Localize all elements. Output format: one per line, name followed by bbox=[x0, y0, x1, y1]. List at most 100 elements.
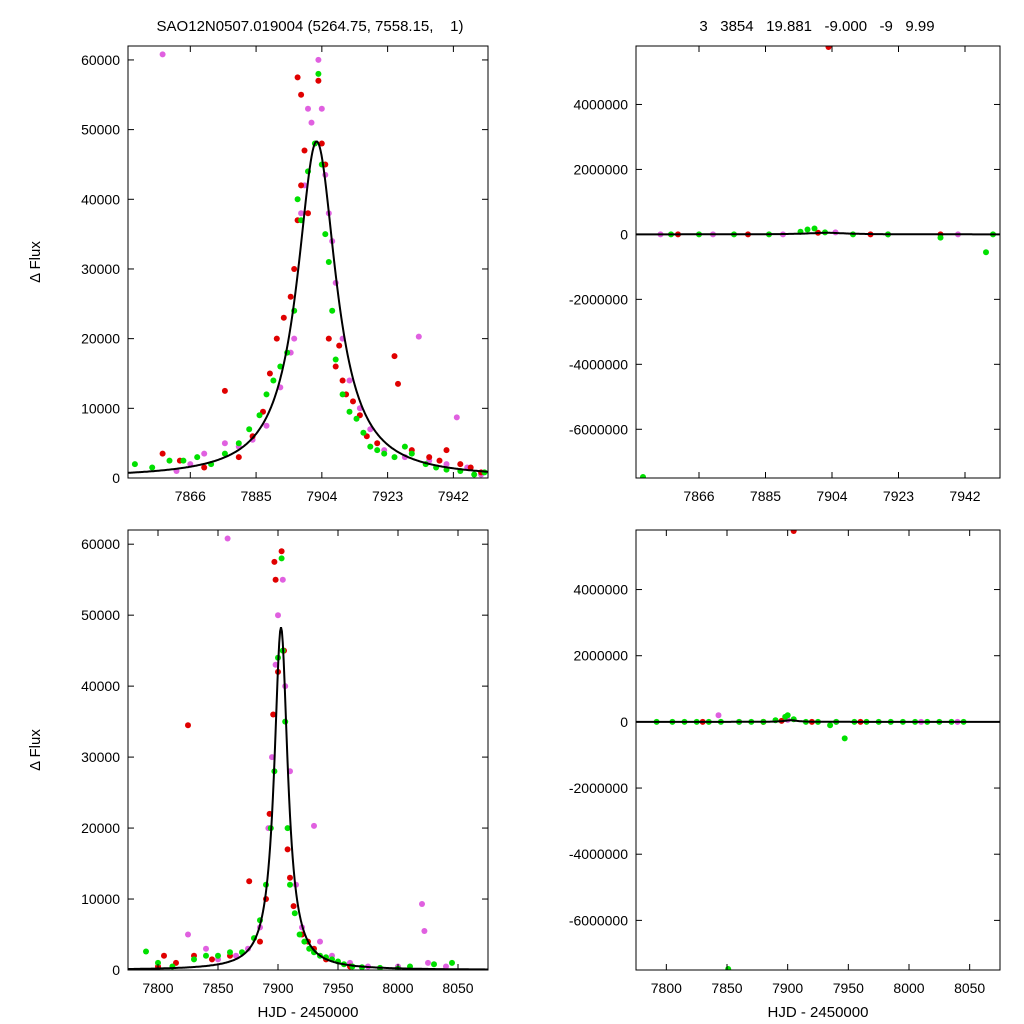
y-tick-label: -4000000 bbox=[569, 846, 628, 862]
point-green bbox=[131, 461, 138, 468]
point-red bbox=[273, 335, 280, 342]
point-red bbox=[294, 74, 301, 81]
point-red bbox=[266, 370, 273, 377]
point-red bbox=[315, 77, 322, 84]
point-red bbox=[325, 335, 332, 342]
y-tick-label: 0 bbox=[112, 470, 120, 486]
y-tick-label: 10000 bbox=[81, 891, 120, 907]
point-green bbox=[235, 440, 242, 447]
x-axis-label: HJD - 2450000 bbox=[258, 1004, 359, 1021]
point-green bbox=[322, 231, 329, 238]
point-red bbox=[287, 874, 293, 881]
y-tick-label: -4000000 bbox=[569, 356, 628, 372]
point-green bbox=[215, 952, 221, 959]
point-red bbox=[284, 846, 291, 853]
panel-top-left: 7866 7885 7904 7923 7942 0 10000 20000 30000 4000… bbox=[27, 45, 489, 504]
point-red bbox=[374, 440, 381, 447]
y-tick-label: 20000 bbox=[81, 331, 120, 347]
x-tick-label: 7942 bbox=[438, 488, 469, 504]
point-green bbox=[155, 959, 161, 966]
point-green bbox=[315, 70, 322, 77]
point-violet bbox=[203, 945, 209, 952]
x-tick-label: 7950 bbox=[833, 980, 864, 996]
point-green bbox=[256, 412, 263, 419]
point-red bbox=[278, 548, 285, 555]
point-green bbox=[471, 471, 478, 478]
point-red bbox=[201, 464, 208, 471]
point-green bbox=[296, 931, 303, 938]
y-tick-label: -6000000 bbox=[569, 421, 628, 437]
point-green bbox=[360, 429, 367, 436]
point-green bbox=[149, 464, 156, 471]
point-green bbox=[194, 454, 201, 461]
point-red bbox=[395, 380, 401, 387]
x-axis-label: HJD - 2450000 bbox=[768, 1004, 869, 1021]
x-tick-label: 7900 bbox=[772, 980, 803, 996]
panel-top-right: 7866 7885 7904 7923 7942 -6000000 -4000000 -200… bbox=[569, 45, 1001, 504]
point-violet bbox=[159, 51, 166, 58]
point-green bbox=[353, 415, 360, 422]
x-tick-label: 7904 bbox=[306, 488, 337, 504]
x-tick-label: 7866 bbox=[683, 488, 714, 504]
point-green bbox=[367, 443, 374, 450]
point-green bbox=[325, 259, 332, 265]
point-green bbox=[294, 196, 301, 203]
point-green bbox=[827, 722, 834, 729]
point-red bbox=[443, 447, 450, 454]
point-red bbox=[301, 147, 308, 154]
right-title: 3 3854 19.881 -9.000 -9 9.99 bbox=[699, 18, 934, 35]
point-violet bbox=[269, 754, 275, 761]
point-green bbox=[270, 377, 277, 384]
point-green bbox=[391, 454, 398, 461]
point-red bbox=[339, 377, 346, 384]
point-green bbox=[983, 249, 989, 256]
x-tick-label: 7900 bbox=[262, 980, 293, 996]
plot-frame bbox=[127, 45, 489, 479]
point-violet bbox=[279, 576, 286, 583]
point-red bbox=[391, 353, 398, 360]
x-tick-label: 7800 bbox=[142, 980, 173, 996]
point-red bbox=[457, 461, 464, 468]
x-tick-label: 7885 bbox=[750, 488, 781, 504]
points-top-left bbox=[131, 51, 488, 478]
point-green bbox=[784, 712, 791, 719]
point-violet bbox=[346, 377, 353, 384]
x-tick-label: 8000 bbox=[382, 980, 413, 996]
point-green bbox=[166, 457, 173, 464]
y-tick-label: 60000 bbox=[81, 536, 120, 552]
point-violet bbox=[443, 963, 449, 970]
points-top-right bbox=[640, 46, 996, 478]
y-tick-label: 0 bbox=[620, 714, 628, 730]
point-green bbox=[191, 956, 197, 963]
x-tick-label: 7885 bbox=[240, 488, 271, 504]
point-green bbox=[937, 234, 944, 241]
point-red bbox=[161, 952, 167, 959]
panel-bottom-right: 7800 7850 7900 7950 8000 8050 -6000000 -4000000… bbox=[569, 529, 1001, 1021]
y-tick-label: 50000 bbox=[81, 122, 120, 138]
point-red bbox=[246, 878, 253, 885]
point-green bbox=[408, 450, 415, 457]
y-tick-label: -2000000 bbox=[569, 291, 628, 307]
y-tick-label: -2000000 bbox=[569, 780, 628, 796]
model-curve bbox=[636, 231, 1000, 236]
x-tick-label: 7850 bbox=[202, 980, 233, 996]
point-violet bbox=[201, 450, 208, 457]
point-violet bbox=[453, 414, 460, 421]
point-red bbox=[350, 398, 356, 405]
y-tick-label: 40000 bbox=[81, 678, 120, 694]
point-red bbox=[257, 938, 263, 945]
point-violet bbox=[415, 333, 422, 340]
y-tick-label: 30000 bbox=[81, 749, 120, 765]
left-title: SAO12N0507.019004 (5264.75, 7558.15, 1) bbox=[157, 18, 464, 35]
point-red bbox=[209, 956, 215, 963]
y-axis-label: Δ Flux bbox=[27, 729, 44, 771]
point-green bbox=[401, 443, 408, 450]
point-violet bbox=[308, 119, 315, 126]
point-green bbox=[346, 408, 353, 415]
point-violet bbox=[185, 931, 191, 938]
point-red bbox=[280, 314, 287, 321]
y-tick-label: 2000000 bbox=[573, 161, 628, 177]
point-red bbox=[336, 342, 343, 349]
y-tick-label: 10000 bbox=[81, 400, 120, 416]
